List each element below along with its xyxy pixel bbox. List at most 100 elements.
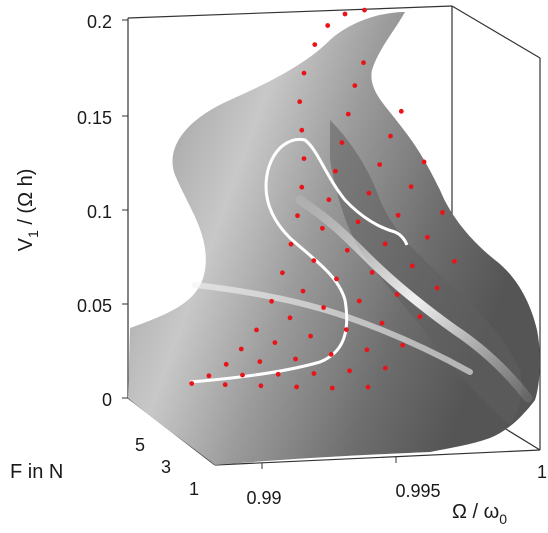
marker-point-f3-10: [388, 133, 393, 139]
marker-point-f5-1: [347, 368, 352, 374]
surface: [128, 12, 540, 465]
box-top-right: [451, 5, 541, 59]
marker-point-f3-2: [293, 356, 298, 362]
marker-series: [189, 7, 457, 391]
marker-point-f3-6: [344, 247, 350, 253]
marker-point-f1-4: [254, 327, 259, 333]
z-tick-label-4: 0.2: [87, 12, 112, 32]
marker-point-f6-3: [417, 314, 423, 319]
z-tick-label-3: 0.15: [77, 108, 112, 128]
marker-point-f2-2: [257, 359, 263, 364]
marker-point-f4-7: [395, 212, 401, 218]
marker-point-f5-4: [394, 292, 400, 297]
marker-point-f1-13: [301, 70, 307, 76]
marker-point-f5-3: [379, 320, 385, 326]
marker-point-f6-1: [382, 365, 388, 371]
marker-point-f5-7: [440, 210, 445, 215]
marker-point-f4-5: [369, 270, 375, 275]
z-axis-label-main: V: [15, 237, 37, 251]
stability-boundary-curve: [189, 137, 409, 384]
marker-point-f1-3: [238, 346, 244, 352]
x-axis-label: Ω / ω0: [452, 501, 507, 527]
marker-point-f1-15: [325, 23, 331, 28]
marker-point-f4-8: [408, 184, 414, 190]
marker-point-f1-12: [297, 99, 303, 105]
x-tick-label-2: 1: [537, 462, 547, 482]
y-axis-label: F in N: [10, 461, 63, 483]
marker-point-f1-7: [288, 241, 294, 247]
marker-point-f3-8: [366, 190, 372, 196]
x-tick-marks: [261, 457, 397, 469]
x-axis-label-main: Ω / ω: [452, 501, 499, 523]
y-ticks: 5 3 1: [135, 435, 199, 499]
marker-point-f4-0: [294, 384, 299, 390]
marker-point-f4-6: [382, 241, 388, 247]
marker-point-f1-6: [280, 270, 285, 276]
surface-ridge-highlight: [295, 195, 533, 403]
marker-point-f2-5: [300, 288, 306, 294]
marker-point-f5-5: [409, 263, 415, 269]
marker-point-f1-14: [312, 42, 318, 47]
marker-point-f6-0: [365, 384, 371, 390]
marker-point-f1-0: [189, 381, 195, 386]
y-tick-label-5: 5: [135, 435, 145, 455]
surface-lower-highlight: [192, 282, 473, 375]
marker-point-f6-4: [434, 285, 440, 291]
x-axis-label-subscript: 0: [499, 511, 507, 527]
marker-point-f2-8: [326, 197, 332, 203]
marker-point-f6-5: [452, 258, 457, 264]
surface-main: [128, 12, 540, 465]
x-ticks: 0.99 0.995 1: [246, 462, 547, 508]
marker-point-f1-1: [206, 373, 212, 379]
marker-point-f1-16: [342, 11, 348, 17]
x-tick-label-0: 0.99: [246, 488, 281, 508]
z-axis-label-suffix: / (Ω h): [15, 169, 37, 231]
marker-point-f2-1: [240, 372, 245, 378]
z-tick-label-1: 0.05: [77, 296, 112, 316]
marker-point-f3-3: [308, 333, 313, 339]
marker-point-f3-9: [377, 162, 383, 168]
z-tick-marks: [122, 19, 128, 399]
marker-point-f2-0: [222, 382, 228, 388]
marker-point-f2-9: [333, 168, 338, 174]
marker-point-f2-6: [311, 258, 317, 263]
marker-point-f2-13: [361, 60, 366, 66]
marker-point-f3-4: [321, 305, 326, 310]
marker-point-f2-4: [287, 315, 293, 321]
marker-point-f1-17: [362, 7, 367, 13]
marker-point-f6-2: [400, 342, 405, 348]
z-axis-label: V1 / (Ω h): [15, 169, 41, 252]
marker-point-f3-11: [398, 108, 404, 114]
z-axis-label-subscript: 1: [25, 230, 41, 238]
x-axis-line: [214, 449, 541, 466]
marker-point-f1-9: [299, 184, 305, 190]
z-ticks: 0 0.05 0.1 0.15 0.2: [77, 12, 112, 410]
marker-point-f3-7: [355, 219, 361, 225]
marker-point-f4-2: [328, 352, 334, 357]
marker-point-f3-1: [275, 371, 281, 377]
marker-point-f1-11: [299, 127, 305, 133]
marker-point-f5-6: [425, 234, 430, 240]
marker-point-f4-3: [343, 327, 349, 332]
x-tick-label-1: 0.995: [395, 481, 440, 501]
marker-point-f5-2: [364, 347, 370, 353]
marker-point-f1-5: [269, 298, 274, 304]
z-tick-label-2: 0.1: [87, 202, 112, 222]
marker-point-f4-1: [311, 371, 317, 376]
marker-point-f3-5: [334, 276, 339, 282]
marker-point-f1-2: [223, 361, 229, 367]
marker-point-f1-10: [301, 156, 307, 162]
marker-point-f3-0: [258, 383, 264, 389]
marker-point-f2-3: [272, 340, 278, 345]
marker-point-f4-4: [356, 298, 362, 304]
y-tick-label-1: 1: [189, 479, 199, 499]
marker-point-f1-8: [295, 213, 300, 219]
marker-point-f2-11: [345, 111, 351, 117]
marker-point-f5-0: [329, 385, 335, 391]
marker-point-f2-12: [352, 83, 358, 88]
z-tick-label-0: 0: [102, 390, 112, 410]
marker-point-f2-7: [320, 225, 325, 231]
marker-point-f4-9: [421, 159, 427, 165]
box-back-top: [127, 5, 453, 19]
